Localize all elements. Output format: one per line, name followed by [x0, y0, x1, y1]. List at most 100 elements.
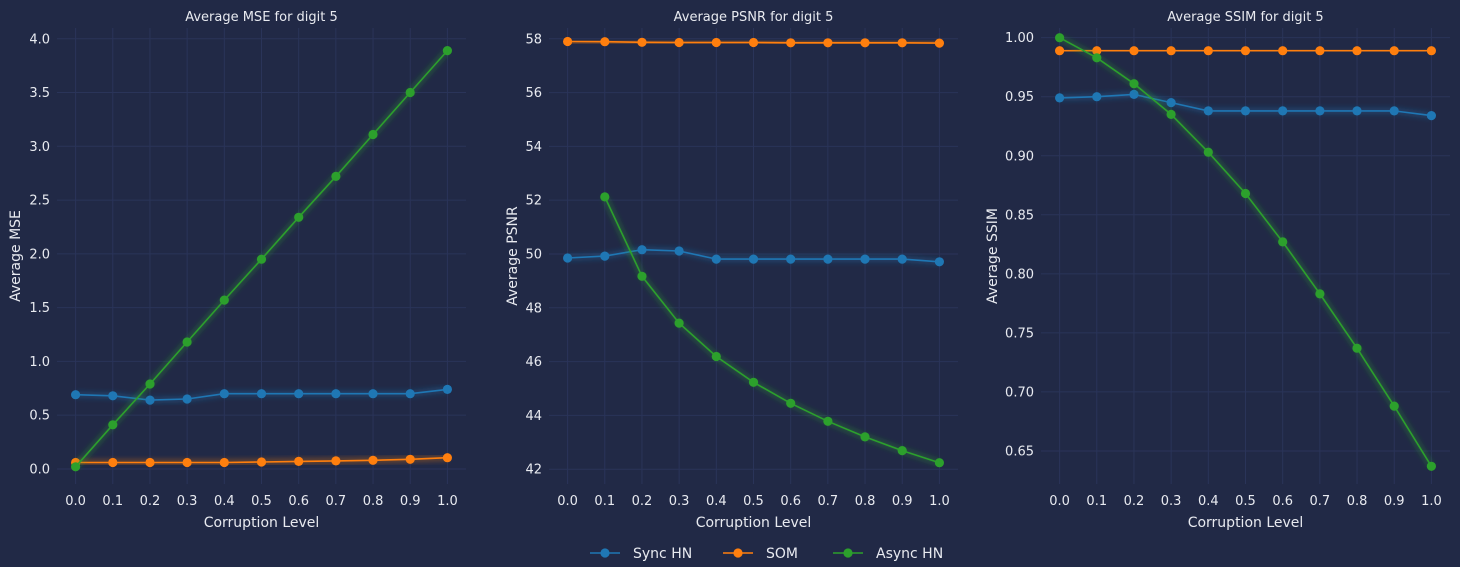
data-point: [1092, 92, 1102, 102]
data-point: [256, 254, 267, 264]
data-point: [145, 395, 155, 405]
legend-item-async-hn: Async HN: [833, 546, 943, 562]
data-point: [1129, 79, 1139, 89]
data-point: [786, 38, 796, 48]
data-point: [1166, 46, 1176, 56]
x-tick-label: 0.5: [251, 494, 272, 509]
data-point: [108, 457, 118, 468]
data-point: [182, 337, 192, 347]
data-point: [674, 246, 684, 256]
series-line: [604, 196, 940, 464]
series-sync-hn: [1055, 89, 1436, 121]
data-point: [1352, 343, 1362, 353]
data-point: [748, 377, 759, 387]
x-tick-label: 0.6: [780, 494, 801, 509]
data-point: [860, 254, 870, 264]
data-point: [600, 251, 610, 261]
y-tick-label: 58: [525, 32, 542, 47]
data-point: [71, 462, 81, 472]
y-tick-label: 52: [525, 194, 542, 209]
data-point: [711, 37, 721, 48]
data-point: [1129, 89, 1139, 99]
x-tick-label: 0.6: [288, 494, 309, 509]
data-point: [823, 416, 833, 426]
series-som: [71, 453, 452, 468]
data-point: [786, 254, 796, 264]
y-tick-label: 0.80: [1005, 267, 1034, 282]
data-point: [1240, 188, 1251, 199]
data-point: [1055, 33, 1065, 43]
data-point: [256, 457, 267, 467]
legend-label: Sync HN: [633, 546, 692, 562]
x-tick-label: 0.5: [743, 494, 764, 509]
data-point: [897, 254, 907, 264]
data-point: [331, 389, 341, 399]
x-tick-label: 1.0: [929, 494, 950, 509]
x-tick-label: 0.1: [1086, 494, 1107, 509]
data-point: [1389, 46, 1399, 56]
data-point: [1278, 46, 1288, 56]
y-tick-label: 0.0: [29, 462, 50, 477]
data-point: [1240, 106, 1251, 116]
x-tick-label: 0.1: [594, 494, 615, 509]
data-point: [1166, 98, 1176, 108]
data-point: [1203, 46, 1213, 56]
data-point: [331, 456, 341, 466]
y-tick-label: 42: [525, 463, 542, 478]
y-tick-label: 3.0: [29, 140, 50, 155]
x-tick-label: 0.7: [326, 494, 347, 509]
data-point: [368, 455, 378, 465]
data-point: [600, 192, 610, 202]
x-tick-label: 1.0: [1421, 494, 1442, 509]
y-axis-label: Average PSNR: [505, 206, 521, 306]
x-tick-label: 0.0: [1049, 494, 1070, 509]
x-axis-label: Corruption Level: [204, 515, 320, 531]
data-point: [145, 457, 155, 468]
data-point: [108, 391, 118, 401]
data-point: [637, 271, 647, 281]
data-point: [748, 37, 759, 48]
chart-panel-3: 0.65 0.70 0.75 0.80 0.85 0.90 0.95 1.00 0.0 0.1 0.…: [985, 10, 1450, 531]
y-tick-label: 0.70: [1005, 385, 1034, 400]
data-point: [442, 46, 452, 56]
data-point: [1315, 106, 1325, 116]
series-async-hn: [71, 46, 452, 472]
data-point: [294, 456, 304, 466]
x-tick-label: 0.1: [102, 494, 123, 509]
data-point: [108, 420, 118, 430]
data-point: [1352, 106, 1362, 116]
chart-title: Average MSE for digit 5: [185, 10, 338, 25]
y-tick-label: 0.90: [1005, 149, 1034, 164]
data-point: [934, 38, 945, 48]
legend-item-som: SOM: [723, 546, 798, 562]
data-point: [405, 87, 415, 98]
data-point: [145, 379, 155, 389]
legend: Sync HN SOM Async HN: [590, 546, 943, 562]
data-point: [637, 245, 647, 255]
x-tick-label: 0.2: [1124, 494, 1145, 509]
x-tick-label: 0.0: [557, 494, 578, 509]
data-point: [934, 257, 945, 267]
legend-marker: [733, 548, 743, 558]
data-point: [748, 254, 759, 264]
data-point: [405, 389, 415, 399]
x-tick-label: 0.4: [214, 494, 235, 509]
data-point: [294, 389, 304, 399]
x-tick-label: 0.3: [177, 494, 198, 509]
data-point: [786, 398, 796, 408]
data-point: [1426, 461, 1436, 471]
data-point: [637, 37, 647, 47]
y-tick-label: 0.75: [1005, 326, 1034, 341]
data-point: [823, 38, 833, 48]
y-tick-label: 1.5: [29, 301, 50, 316]
chart-panel-2: 42 44 46 48 50 52 54 56 58 0.0 0.1 0.2 0.3 0.4 0.5 0.6 0…: [505, 10, 958, 531]
data-point: [71, 390, 81, 400]
data-point: [1426, 111, 1436, 121]
data-point: [897, 446, 907, 456]
x-tick-label: 1.0: [437, 494, 458, 509]
legend-marker: [843, 548, 853, 558]
x-tick-label: 0.9: [892, 494, 913, 509]
x-axis-label: Corruption Level: [696, 515, 812, 531]
y-tick-label: 0.85: [1005, 208, 1034, 223]
